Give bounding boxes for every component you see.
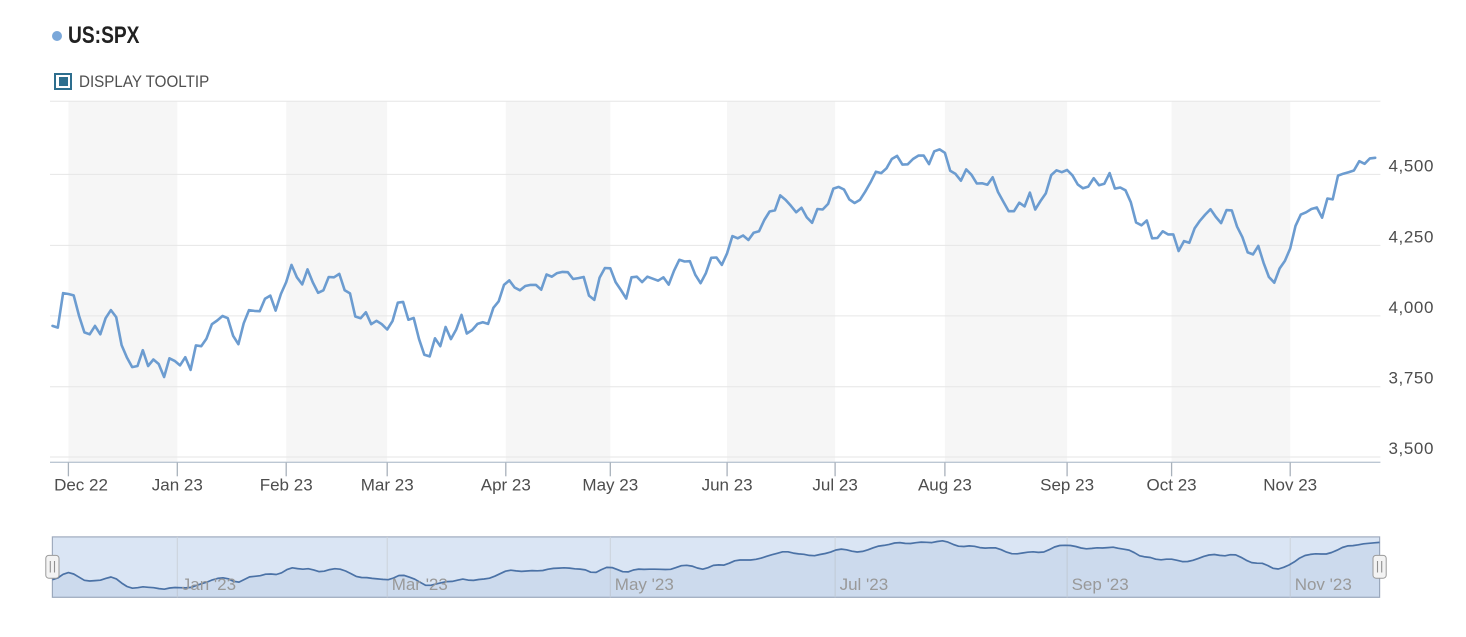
svg-text:Feb 23: Feb 23	[260, 476, 313, 495]
svg-text:Jan 23: Jan 23	[152, 476, 203, 495]
svg-text:Jul 23: Jul 23	[812, 476, 857, 495]
svg-text:May '23: May '23	[615, 575, 674, 594]
svg-text:Dec 22: Dec 22	[54, 476, 108, 495]
svg-text:Nov '23: Nov '23	[1295, 575, 1352, 594]
svg-text:Jun 23: Jun 23	[702, 476, 753, 495]
svg-text:4,500: 4,500	[1389, 156, 1435, 175]
svg-text:Jan '23: Jan '23	[182, 575, 236, 594]
svg-text:Mar '23: Mar '23	[392, 575, 448, 594]
svg-text:4,250: 4,250	[1389, 227, 1435, 246]
svg-text:Nov 23: Nov 23	[1263, 476, 1317, 495]
svg-text:3,500: 3,500	[1389, 439, 1435, 458]
svg-text:4,000: 4,000	[1389, 298, 1435, 317]
svg-text:May 23: May 23	[582, 476, 638, 495]
svg-text:Jul '23: Jul '23	[840, 575, 889, 594]
svg-text:3,750: 3,750	[1389, 369, 1435, 388]
svg-text:Sep '23: Sep '23	[1072, 575, 1129, 594]
svg-text:Oct 23: Oct 23	[1147, 476, 1197, 495]
svg-text:Sep 23: Sep 23	[1040, 476, 1094, 495]
svg-text:Aug 23: Aug 23	[918, 476, 972, 495]
svg-text:Apr 23: Apr 23	[481, 476, 531, 495]
svg-text:Mar 23: Mar 23	[361, 476, 414, 495]
